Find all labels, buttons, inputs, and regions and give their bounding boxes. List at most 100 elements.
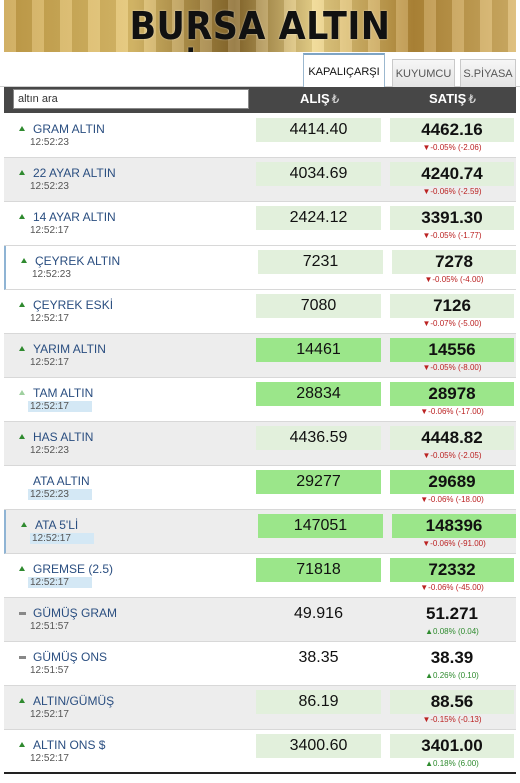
change-indicator: ▼-0.05% (-2.05)	[422, 451, 482, 460]
sell-price: 3391.30	[390, 206, 514, 230]
instrument-name[interactable]: ALTIN ONS $	[33, 738, 106, 752]
table-row[interactable]: 14 AYAR ALTIN 12:52:17 2424.12 3391.30 ▼-0.0…	[4, 202, 516, 246]
sell-price: 29689	[390, 470, 514, 494]
buy-price: 29277	[256, 470, 381, 494]
buy-label: ALIŞ	[300, 91, 330, 106]
change-indicator: ▼-0.05% (-1.77)	[422, 231, 482, 240]
faint-arrow-icon	[18, 390, 27, 397]
sell-price: 72332	[390, 558, 514, 582]
update-time: 12:52:17	[30, 753, 69, 764]
change-indicator: ▼-0.05% (-8.00)	[422, 363, 482, 372]
table-row[interactable]: 22 AYAR ALTIN 12:52:23 4034.69 4240.74 ▼-0.0…	[4, 158, 516, 202]
buy-price: 7231	[258, 250, 383, 274]
instrument-name[interactable]: GRAM ALTIN	[33, 122, 105, 136]
buy-price: 4436.59	[256, 426, 381, 450]
sell-price: 4240.74	[390, 162, 514, 186]
sell-label: SATIŞ	[429, 91, 467, 106]
tab-bar: KAPALIÇARŞI KUYUMCU S.PİYASA	[0, 53, 520, 88]
buy-price: 3400.60	[256, 734, 381, 758]
update-time: 12:52:17	[30, 709, 69, 720]
table-row[interactable]: TAM ALTIN 12:52:17 28834 28978 ▼-0.06% (-17.…	[4, 378, 516, 422]
table-row[interactable]: ÇEYREK ESKİ 12:52:17 7080 7126 ▼-0.07% (-5.0…	[4, 290, 516, 334]
table-row[interactable]: ATA 5'Lİ 12:52:17 147051 148396 ▼-0.06% (-91…	[4, 510, 516, 554]
update-time: 12:51:57	[30, 665, 69, 676]
up-arrow-icon	[18, 170, 27, 177]
sell-price: 4448.82	[390, 426, 514, 450]
update-time: 12:52:23	[30, 445, 69, 456]
price-table: GRAM ALTIN 12:52:23 4414.40 4462.16 ▼-0.05% …	[4, 114, 516, 774]
sell-price: 7126	[390, 294, 514, 318]
instrument-name[interactable]: GREMSE (2.5)	[33, 562, 114, 576]
table-row[interactable]: ATA ALTIN 12:52:23 29277 29689 ▼-0.06% (-18.…	[4, 466, 516, 510]
instrument-name[interactable]: HAS ALTIN	[33, 430, 94, 444]
sell-price: 4462.16	[390, 118, 514, 142]
tab-kuyumcu[interactable]: KUYUMCU	[392, 59, 455, 88]
instrument-name[interactable]: ÇEYREK ESKİ	[33, 298, 114, 312]
instrument-name[interactable]: ATA 5'Lİ	[35, 518, 79, 532]
tab-serbest-piyasa[interactable]: S.PİYASA	[460, 59, 516, 88]
instrument-name[interactable]: GÜMÜŞ GRAM	[33, 606, 117, 620]
update-time: 12:52:17	[28, 577, 92, 588]
instrument-name[interactable]: ALTIN/GÜMÜŞ	[33, 694, 115, 708]
sell-price: 38.39	[430, 648, 474, 667]
change-indicator: ▲0.18% (6.00)	[425, 759, 479, 768]
change-indicator: ▼-0.05% (-4.00)	[424, 275, 484, 284]
buy-column-header: ALIŞ ₺	[300, 91, 339, 106]
instrument-name[interactable]: GÜMÜŞ ONS	[33, 650, 108, 664]
up-arrow-icon	[18, 698, 27, 705]
lira-icon: ₺	[468, 92, 476, 106]
update-time: 12:52:17	[30, 225, 69, 236]
tab-kapalicarsi[interactable]: KAPALIÇARŞI	[303, 53, 385, 88]
buy-price: 14461	[256, 338, 381, 362]
table-row[interactable]: GÜMÜŞ ONS 12:51:57 38.35 38.39 ▲0.26% (0.10)	[4, 642, 516, 686]
table-row[interactable]: YARIM ALTIN 12:52:17 14461 14556 ▼-0.05% (-8…	[4, 334, 516, 378]
table-row[interactable]: GREMSE (2.5) 12:52:17 71818 72332 ▼-0.06% (-…	[4, 554, 516, 598]
update-time: 12:52:17	[30, 313, 69, 324]
header-banner: BURSA ALTIN FİYATLARI	[4, 0, 516, 52]
instrument-name[interactable]: TAM ALTIN	[33, 386, 94, 400]
update-time: 12:52:17	[30, 357, 69, 368]
instrument-name[interactable]: 14 AYAR ALTIN	[33, 210, 116, 224]
table-row[interactable]: GRAM ALTIN 12:52:23 4414.40 4462.16 ▼-0.05% …	[4, 114, 516, 158]
instrument-name[interactable]: 22 AYAR ALTIN	[33, 166, 116, 180]
buy-price: 28834	[256, 382, 381, 406]
update-time: 12:52:17	[30, 533, 94, 544]
up-arrow-icon	[20, 258, 29, 265]
up-arrow-icon	[18, 346, 27, 353]
up-arrow-icon	[18, 742, 27, 749]
no-trend-icon	[18, 478, 27, 485]
change-indicator: ▼-0.15% (-0.13)	[422, 715, 482, 724]
change-indicator: ▼-0.07% (-5.00)	[422, 319, 482, 328]
up-arrow-icon	[18, 434, 27, 441]
buy-price: 86.19	[256, 690, 381, 714]
search-input[interactable]	[13, 89, 249, 109]
up-arrow-icon	[18, 126, 27, 133]
flat-icon	[18, 610, 27, 617]
buy-price: 4034.69	[256, 162, 381, 186]
instrument-name[interactable]: ATA ALTIN	[33, 474, 90, 488]
table-row[interactable]: GÜMÜŞ GRAM 12:51:57 49.916 51.271 ▲0.08% (0.…	[4, 598, 516, 642]
table-row[interactable]: ALTIN ONS $12:52:17 3400.60 3401.00 ▲0.18% …	[4, 730, 516, 774]
buy-price: 4414.40	[256, 118, 381, 142]
update-time: 12:51:57	[30, 621, 69, 632]
update-time: 12:52:17	[28, 401, 92, 412]
sell-column-header: SATIŞ ₺	[429, 91, 476, 106]
banner-title: BURSA ALTIN FİYATLARI	[129, 4, 391, 52]
change-indicator: ▼-0.05% (-2.06)	[422, 143, 482, 152]
instrument-name[interactable]: YARIM ALTIN	[33, 342, 106, 356]
table-row[interactable]: HAS ALTIN 12:52:23 4436.59 4448.82 ▼-0.05% (…	[4, 422, 516, 466]
update-time: 12:52:23	[32, 269, 71, 280]
table-row[interactable]: ÇEYREK ALTIN 12:52:23 7231 7278 ▼-0.05% (-4.…	[4, 246, 516, 290]
up-arrow-icon	[18, 302, 27, 309]
table-header: ALIŞ₺ SATIŞ₺	[4, 87, 516, 113]
up-arrow-icon	[18, 566, 27, 573]
buy-price: 71818	[256, 558, 381, 582]
sell-price: 28978	[390, 382, 514, 406]
table-row[interactable]: ALTIN/GÜMÜŞ 12:52:17 86.19 88.56 ▼-0.15% (-0…	[4, 686, 516, 730]
buy-price: 2424.12	[256, 206, 381, 230]
instrument-name[interactable]: ÇEYREK ALTIN	[35, 254, 121, 268]
sell-price: 3401.00	[390, 734, 514, 758]
change-indicator: ▼-0.06% (-17.00)	[420, 407, 484, 416]
change-indicator: ▼-0.06% (-18.00)	[420, 495, 484, 504]
